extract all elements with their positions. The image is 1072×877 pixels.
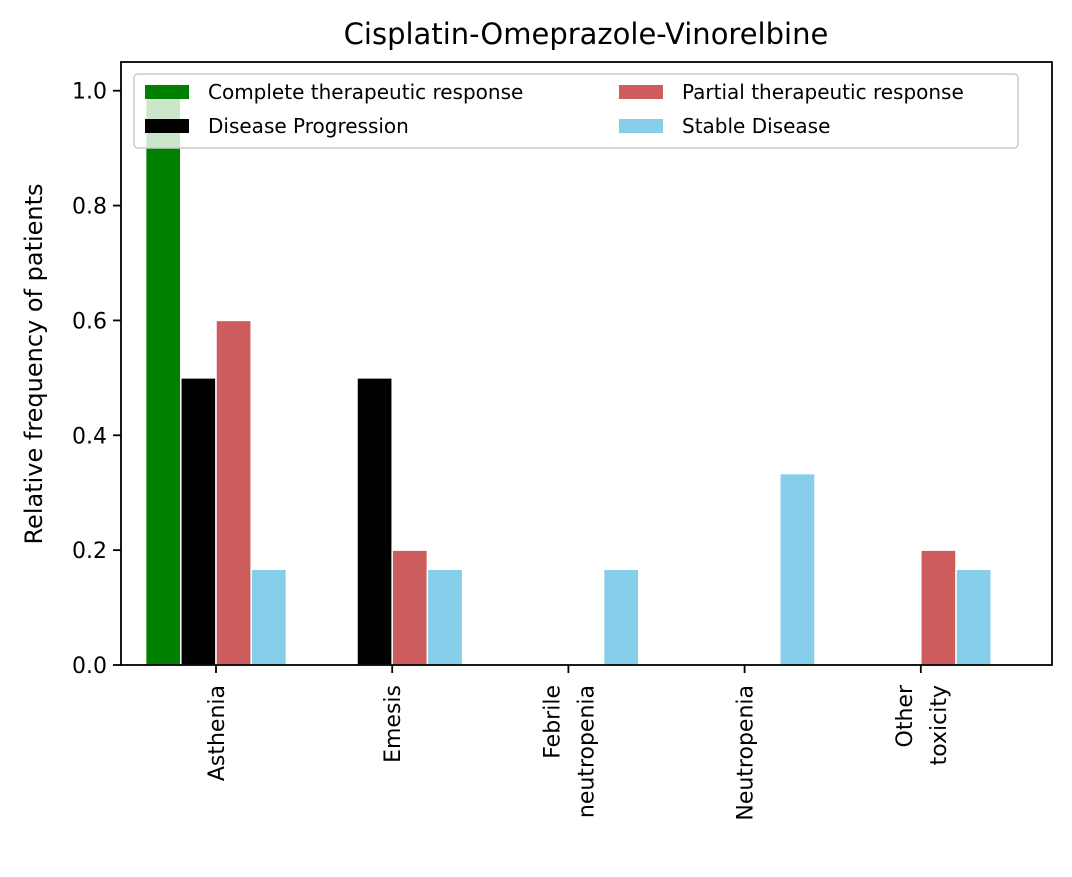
x-tick-label: Other toxicity (893, 684, 952, 765)
bar-stable-disease-3 (779, 472, 816, 666)
y-tick-label: 1.0 (72, 80, 107, 105)
x-tick-label: Emesis (381, 685, 406, 763)
x-tick-label: Febrile neutropenia (540, 685, 599, 818)
y-tick-label: 0.4 (72, 424, 107, 449)
bar-stable-disease-2 (602, 568, 640, 666)
bar-disease-progression-1 (356, 377, 393, 666)
y-axis-label: Relative frequency of patients (20, 183, 48, 544)
legend-swatch (619, 119, 663, 133)
x-tick-label-line: Asthenia (205, 685, 230, 781)
x-tick-label-line: Febrile (540, 685, 565, 759)
legend: Complete therapeutic response Disease Pro… (133, 73, 1019, 149)
y-axis: 0.0 0.2 0.4 0.6 0.8 1.0 (72, 80, 121, 679)
legend-frame (133, 73, 1019, 149)
x-tick-label-line: toxicity (927, 685, 952, 765)
bar-disease-progression-0 (180, 377, 217, 666)
legend-label: Partial therapeutic response (682, 80, 964, 104)
x-tick-label-line: Emesis (381, 685, 406, 763)
bar-stable-disease-4 (955, 568, 992, 666)
x-axis: Asthenia Emesis Febrile neutropenia Neutrope… (205, 665, 952, 821)
chart-title: Cisplatin-Omeprazole-Vinorelbine (344, 17, 829, 51)
bar-stable-disease-0 (250, 568, 288, 666)
x-tick-label: Neutropenia (734, 685, 759, 821)
y-tick-label: 0.0 (72, 654, 107, 679)
y-tick-label: 0.6 (72, 309, 107, 334)
legend-swatch (145, 119, 189, 133)
bar-stable-disease-1 (426, 568, 464, 666)
bar-partial-therapeutic-response-4 (920, 549, 957, 666)
x-tick-label-line: Other (893, 684, 918, 747)
bars-layer (144, 89, 992, 666)
x-tick-label: Asthenia (205, 685, 230, 781)
legend-swatch (619, 85, 663, 99)
bar-partial-therapeutic-response-1 (391, 549, 429, 666)
bar-partial-therapeutic-response-0 (215, 319, 252, 666)
x-tick-label-line: Neutropenia (734, 685, 759, 821)
legend-label: Stable Disease (682, 114, 830, 138)
x-tick-label-line: neutropenia (574, 685, 599, 818)
plot-frame (120, 61, 1053, 666)
bar-complete-therapeutic-response-0 (144, 89, 182, 666)
y-tick-label: 0.2 (72, 539, 107, 564)
legend-label: Complete therapeutic response (208, 80, 523, 104)
legend-label: Disease Progression (208, 114, 409, 138)
legend-swatch (145, 85, 189, 99)
y-tick-label: 0.8 (72, 195, 107, 220)
